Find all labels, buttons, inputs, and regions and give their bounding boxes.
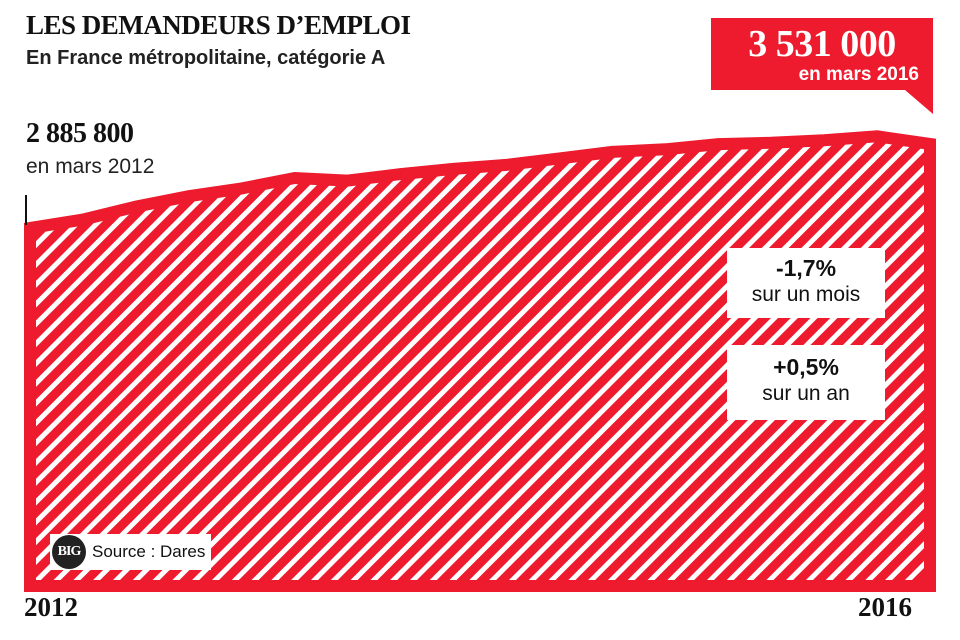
x-axis-end-label: 2016: [858, 592, 912, 622]
end-value-callout: 3 531 000 en mars 2016: [711, 18, 933, 90]
source-credit: BIG Source : Dares: [50, 534, 212, 570]
data-area: [24, 130, 936, 592]
source-text: Source : Dares: [92, 542, 206, 561]
x-axis-start-label: 2012: [24, 592, 78, 622]
monthly-change-value: -1,7%: [775, 255, 837, 281]
start-date: en mars 2012: [26, 155, 155, 178]
end-date: en mars 2016: [798, 64, 919, 85]
callout-pointer: [905, 90, 933, 114]
end-value: 3 531 000: [748, 23, 896, 65]
start-value: 2 885 800: [26, 118, 134, 149]
chart-subtitle: En France métropolitaine, catégorie A: [26, 47, 386, 69]
yearly-change-box: +0,5% sur un an: [727, 345, 885, 420]
monthly-change-box: -1,7% sur un mois: [727, 248, 885, 318]
yearly-change-label: sur un an: [762, 382, 850, 405]
yearly-change-value: +0,5%: [773, 354, 839, 380]
monthly-change-label: sur un mois: [751, 283, 861, 306]
chart-title: LES DEMANDEURS D’EMPLOI: [26, 10, 411, 40]
big-logo-icon: BIG: [52, 535, 86, 569]
